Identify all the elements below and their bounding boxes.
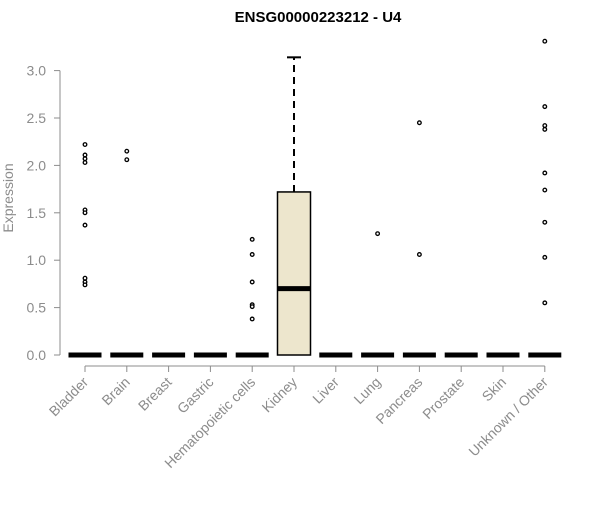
outlier-point: [249, 304, 255, 310]
box-group: [235, 236, 269, 358]
outlier-point: [542, 123, 548, 129]
outlier-point: [249, 279, 255, 285]
x-tick-label: Lung: [350, 374, 383, 407]
x-tick-label: Liver: [309, 374, 342, 407]
y-tick-label: 2.0: [27, 157, 47, 173]
y-axis: 0.0 0.5 1.0 1.5 2.0 2.5 3.0: [27, 63, 61, 363]
box-group: [68, 142, 102, 358]
outlier-point: [542, 104, 548, 110]
x-tick-label: Prostate: [419, 374, 467, 422]
x-tick-label: Unknown / Other: [465, 374, 551, 460]
outlier-point: [542, 38, 548, 44]
outlier-point: [82, 222, 88, 228]
outlier-point: [375, 231, 381, 237]
plot-area: [68, 38, 562, 358]
chart-title: ENSG00000223212 - U4: [235, 9, 402, 26]
outlier-point: [124, 148, 130, 154]
outlier-point: [82, 152, 88, 158]
x-tick-label: Brain: [98, 374, 132, 408]
outlier-point: [416, 120, 422, 126]
outlier-point: [82, 156, 88, 162]
box-group: [528, 38, 562, 358]
y-axis-label: Expression: [0, 163, 16, 232]
box-group: [402, 120, 436, 358]
outlier-point: [82, 210, 88, 216]
outlier-point: [542, 126, 548, 132]
outlier-point: [249, 236, 255, 242]
outlier-point: [82, 142, 88, 147]
outlier-point: [249, 316, 255, 322]
y-tick-label: 2.5: [27, 110, 47, 126]
outlier-point: [542, 170, 548, 176]
outlier-point: [542, 187, 548, 193]
outlier-point: [542, 300, 548, 306]
x-tick-label: Kidney: [259, 374, 301, 416]
outlier-point: [542, 219, 548, 225]
box-group: [110, 148, 144, 358]
outlier-point: [82, 275, 88, 281]
y-tick-label: 1.0: [27, 252, 47, 268]
y-tick-label: 0.0: [27, 347, 47, 363]
outlier-point: [82, 282, 88, 288]
y-tick-label: 1.5: [27, 205, 47, 221]
y-tick-label: 0.5: [27, 300, 47, 316]
box-group: [276, 56, 312, 356]
outlier-point: [249, 252, 255, 257]
box-group: [361, 231, 395, 358]
outlier-point: [124, 157, 130, 163]
box-body: [276, 191, 312, 356]
outlier-point: [82, 160, 88, 166]
y-tick-label: 3.0: [27, 63, 47, 79]
outlier-point: [416, 252, 422, 257]
x-tick-label: Bladder: [46, 374, 92, 420]
outlier-point: [542, 254, 548, 260]
x-tick-label: Breast: [135, 374, 175, 414]
x-tick-label: Skin: [479, 374, 510, 405]
